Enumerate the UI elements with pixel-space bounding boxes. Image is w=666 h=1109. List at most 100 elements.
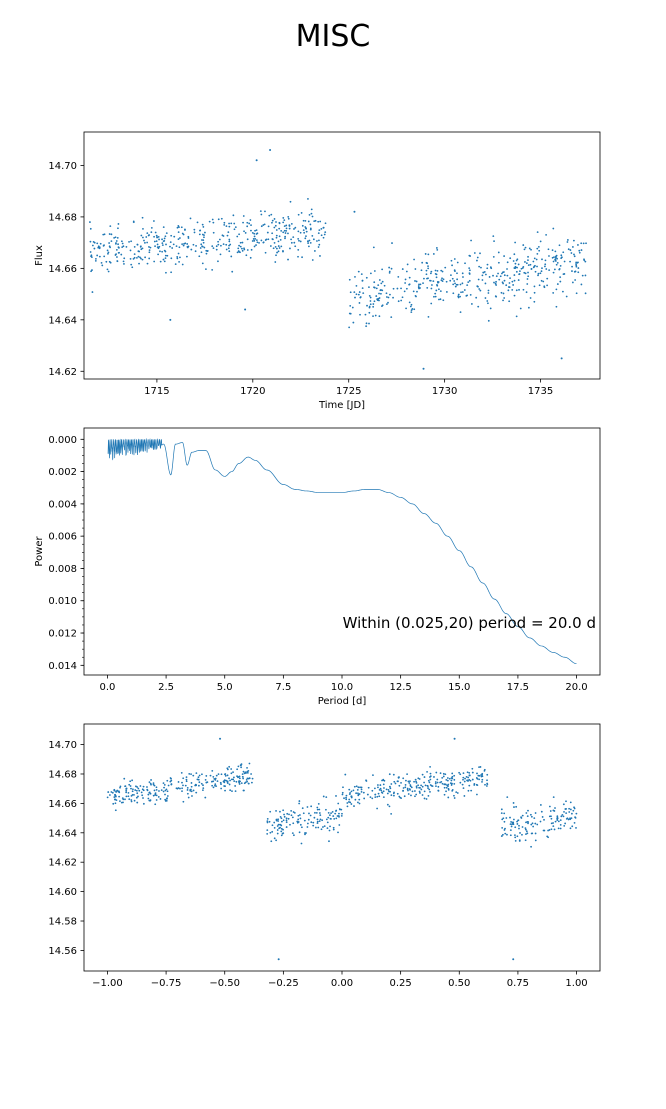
data-point [526, 815, 529, 818]
data-point [315, 811, 318, 814]
data-point [522, 288, 525, 291]
data-point [400, 797, 402, 800]
data-point [492, 255, 495, 258]
data-point [133, 253, 136, 256]
data-point [492, 274, 494, 277]
data-point [142, 789, 145, 792]
data-point [145, 236, 148, 238]
data-point [128, 798, 131, 801]
x-tick-label: −0.25 [268, 978, 299, 989]
data-point [410, 311, 413, 314]
data-point [304, 226, 307, 228]
data-point [157, 253, 160, 256]
data-point [264, 239, 267, 241]
data-point [283, 225, 286, 228]
data-point [131, 266, 134, 269]
data-point [567, 818, 570, 821]
data-point [507, 286, 510, 288]
data-point [167, 784, 170, 787]
data-point [470, 789, 473, 792]
data-point [493, 281, 495, 284]
data-point [460, 291, 462, 294]
data-point [442, 278, 445, 281]
data-point [223, 779, 226, 782]
data-point [558, 268, 561, 271]
data-point [248, 777, 251, 780]
data-point [315, 826, 317, 829]
data-point [266, 817, 269, 820]
data-point [441, 277, 443, 280]
data-point [534, 812, 537, 814]
data-point [445, 790, 447, 793]
data-point [523, 248, 526, 251]
data-point [433, 295, 435, 298]
data-point [290, 241, 293, 244]
data-point [542, 280, 545, 283]
data-point [243, 247, 245, 250]
data-point [182, 784, 184, 787]
data-point [415, 780, 417, 783]
y-tick-label: 0.002 [48, 467, 77, 478]
data-point [271, 238, 274, 241]
data-point [195, 791, 198, 794]
data-point [230, 778, 233, 781]
data-point [241, 249, 244, 252]
x-tick-label: 5.0 [217, 682, 233, 693]
data-point [510, 820, 512, 823]
data-point [196, 221, 199, 224]
data-point [530, 248, 532, 251]
data-point [253, 239, 256, 242]
data-point [550, 828, 553, 831]
data-point [465, 775, 468, 778]
data-point [406, 263, 409, 266]
data-point [485, 273, 487, 276]
figure-title: MISC [296, 19, 371, 54]
data-point [575, 263, 577, 265]
data-point [471, 771, 474, 774]
y-axis-label: Flux [34, 245, 45, 266]
data-point [498, 278, 501, 281]
data-point [118, 246, 120, 249]
data-point [556, 816, 559, 819]
data-point [192, 789, 195, 792]
data-point [471, 778, 474, 781]
data-point [248, 762, 251, 765]
data-point [319, 818, 322, 821]
data-point [194, 250, 197, 253]
data-point [555, 288, 558, 291]
data-point [452, 283, 455, 286]
data-point [476, 772, 478, 775]
data-point [456, 283, 459, 286]
data-point [503, 255, 505, 257]
data-point [403, 795, 406, 798]
data-point [462, 778, 464, 781]
data-point [534, 264, 536, 267]
data-point [524, 839, 527, 842]
data-point [373, 787, 376, 790]
data-point [138, 250, 141, 253]
data-point [228, 225, 231, 228]
data-point [358, 798, 361, 801]
data-point [321, 819, 324, 822]
data-point [569, 818, 572, 821]
data-point [526, 832, 529, 835]
data-point [184, 242, 187, 245]
data-point [360, 273, 363, 275]
data-point [427, 267, 430, 270]
data-point [266, 829, 269, 832]
data-point [210, 780, 213, 783]
data-point [155, 240, 158, 243]
data-point [297, 213, 300, 216]
data-point [186, 792, 189, 795]
data-point [443, 793, 446, 796]
data-point [245, 778, 248, 781]
data-point [165, 232, 168, 235]
data-point [236, 235, 239, 238]
data-point [455, 791, 458, 794]
data-point [282, 819, 285, 822]
x-tick-label: 7.5 [275, 682, 291, 693]
data-point [419, 283, 422, 286]
data-point [388, 805, 391, 808]
data-point [414, 778, 417, 781]
data-point [305, 235, 307, 238]
